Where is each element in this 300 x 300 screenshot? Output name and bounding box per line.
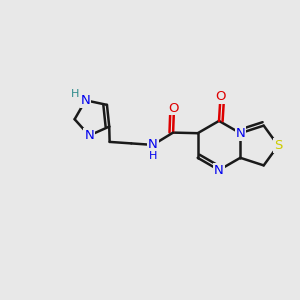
Text: N: N: [81, 94, 90, 107]
Text: H: H: [71, 89, 79, 99]
Text: N: N: [84, 129, 94, 142]
Text: N: N: [214, 164, 224, 177]
Text: N: N: [148, 138, 158, 152]
Text: O: O: [215, 90, 226, 103]
Text: S: S: [274, 139, 282, 152]
Text: N: N: [236, 127, 245, 140]
Text: O: O: [169, 101, 179, 115]
Text: H: H: [149, 151, 158, 161]
